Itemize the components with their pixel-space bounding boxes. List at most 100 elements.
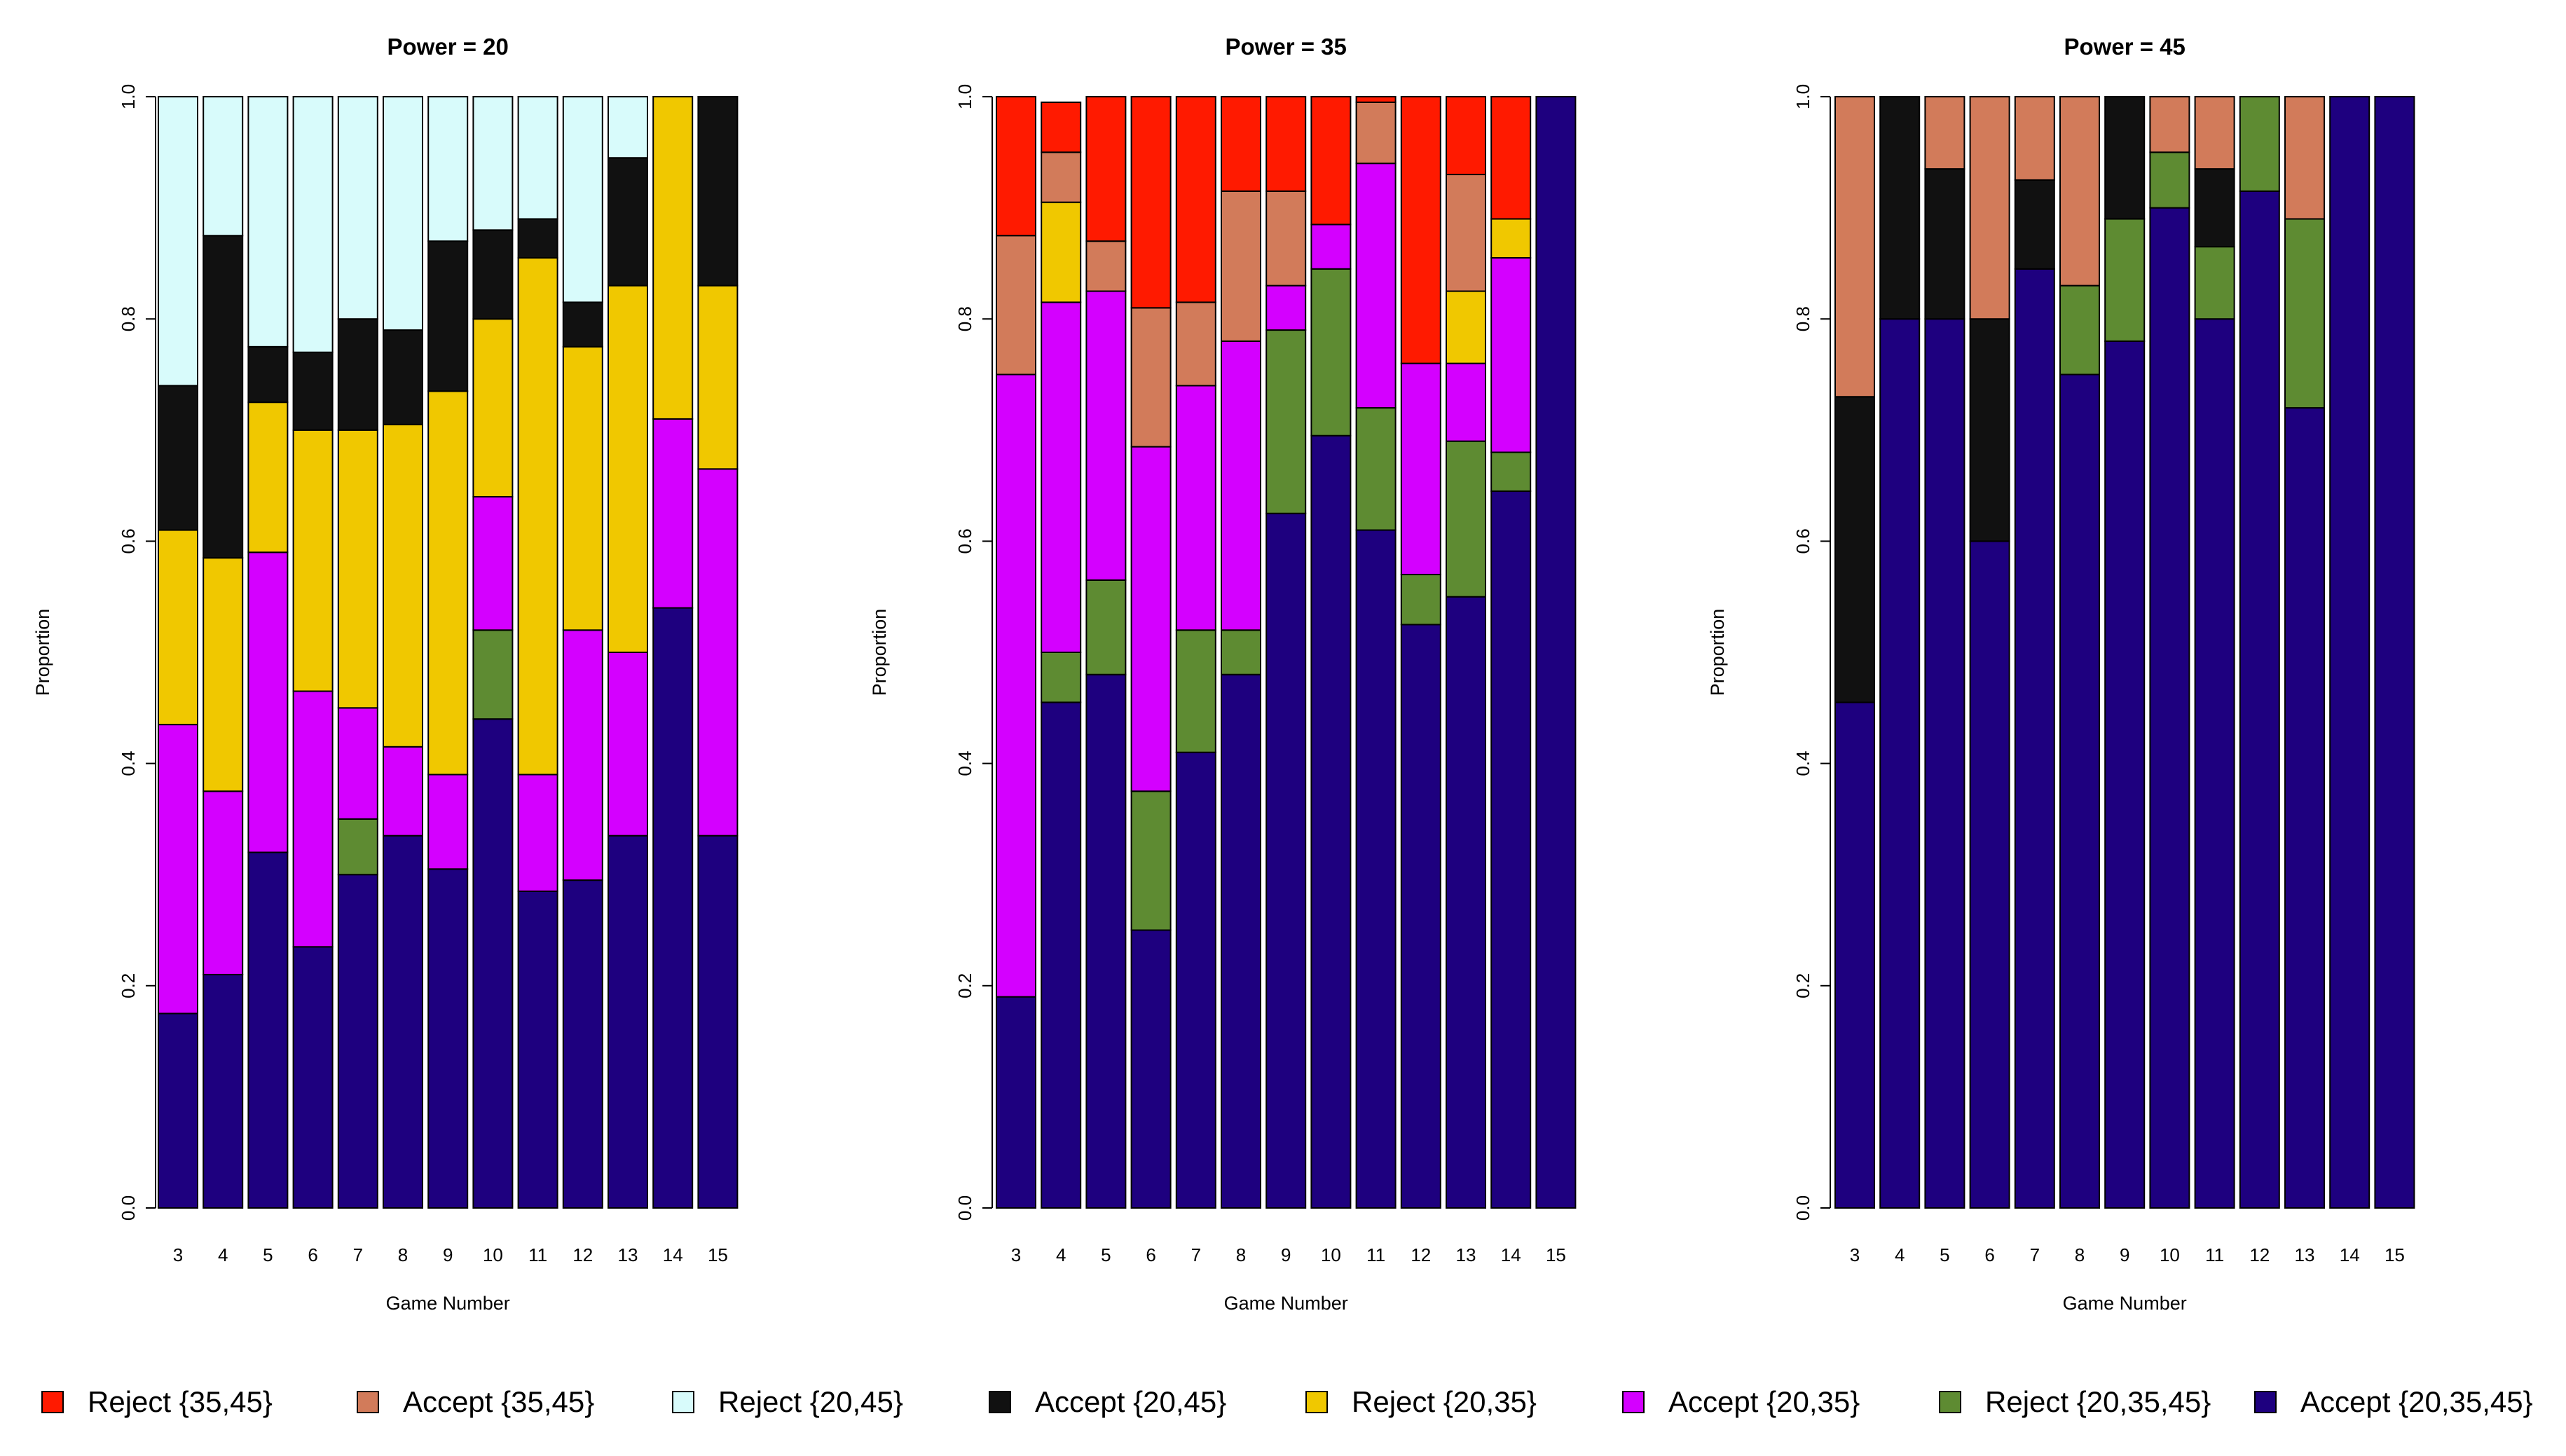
bar-segment-accept-20-35-game-9: [1265, 284, 1307, 331]
bar-segment-reject-20-35-45-game-12: [2239, 96, 2280, 192]
legend-item: Reject {20,35}: [1305, 1385, 1537, 1418]
y-tick-label: 0.0: [1792, 1195, 1813, 1221]
legend-swatch: [1305, 1391, 1328, 1413]
bar-segment-accept-20-35-45-game-10: [1310, 434, 1352, 1209]
x-tick-label: 4: [218, 1244, 228, 1265]
bar-segment-reject-20-35-game-10: [472, 318, 514, 497]
x-tick-label: 7: [1191, 1244, 1201, 1265]
legend-swatch: [41, 1391, 64, 1413]
bar-segment-accept-20-35-game-8: [383, 746, 423, 837]
bar-segment-accept-20-35-45-game-9: [1265, 512, 1307, 1209]
x-tick-label: 15: [1546, 1244, 1566, 1265]
bar-segment-accept-20-45-game-9: [427, 240, 469, 392]
x-axis-label: Game Number: [1224, 1293, 1348, 1314]
bar-segment-accept-20-35-45-game-12: [1400, 624, 1441, 1209]
x-tick-label: 10: [2160, 1244, 2180, 1265]
chart-title: Power = 45: [2064, 34, 2186, 60]
bars: [996, 96, 1577, 1209]
bar-segment-accept-20-45-game-6: [1969, 318, 2010, 542]
bar-segment-accept-20-35-game-11: [1355, 163, 1397, 409]
legend-label: Reject {20,45}: [718, 1385, 903, 1418]
bar-segment-accept-20-35-45-game-13: [1446, 596, 1486, 1209]
bar-segment-reject-20-35-game-15: [697, 284, 739, 470]
bar-segment-accept-20-35-45-game-14: [2329, 96, 2371, 1209]
y-axis-label: Proportion: [1707, 609, 1728, 696]
bar-segment-reject-20-35-45-game-7: [337, 818, 378, 876]
bar-segment-accept-20-45-game-7: [337, 318, 378, 431]
legend-item: Reject {20,35,45}: [1939, 1385, 2211, 1418]
bar-segment-accept-20-35-45-game-10: [472, 718, 514, 1209]
bar-segment-accept-20-35-game-12: [562, 629, 603, 881]
bar-segment-accept-35-45-game-4: [1041, 151, 1082, 203]
bar-segment-reject-20-45-game-12: [562, 96, 603, 303]
x-tick-label: 3: [173, 1244, 183, 1265]
bar-segment-accept-20-45-game-11: [2194, 168, 2235, 248]
bar-segment-accept-20-35-game-14: [652, 418, 694, 609]
bar-segment-accept-20-35-game-7: [1175, 385, 1216, 631]
bar-segment-accept-20-35-45-game-11: [2194, 318, 2235, 1209]
legend-label: Accept {20,35}: [1668, 1385, 1860, 1418]
bar-segment-accept-20-35-45-game-15: [2374, 96, 2415, 1209]
bar-segment-reject-20-35-game-12: [562, 345, 603, 631]
bar-segment-accept-20-35-45-game-4: [1879, 318, 1921, 1209]
bar-segment-accept-35-45-game-7: [1175, 301, 1216, 387]
y-tick-label: 1.0: [954, 84, 975, 109]
bar-segment-accept-35-45-game-3: [996, 235, 1036, 376]
y-tick-label: 0.2: [1792, 973, 1813, 998]
bar-segment-reject-20-35-45-game-9: [2104, 218, 2146, 342]
x-tick-label: 3: [1011, 1244, 1021, 1265]
bar-segment-reject-20-35-45-game-13: [1446, 440, 1486, 598]
bar-segment-accept-20-45-game-15: [697, 96, 739, 287]
bar-segment-reject-35-45-game-3: [996, 96, 1036, 237]
bar-segment-reject-20-35-45-game-11: [2194, 246, 2235, 320]
x-tick-label: 12: [1411, 1244, 1431, 1265]
bar-segment-accept-35-45-game-8: [1221, 190, 1261, 342]
bar-segment-reject-20-35-45-game-10: [472, 629, 514, 720]
bar-segment-accept-20-45-game-11: [517, 218, 558, 259]
bar-segment-reject-20-35-game-14: [652, 96, 694, 420]
bar-segment-accept-35-45-game-13: [1446, 174, 1486, 292]
bar-segment-reject-20-35-game-14: [1490, 218, 1532, 259]
x-tick-label: 13: [1456, 1244, 1476, 1265]
bar-segment-reject-20-35-45-game-7: [1175, 629, 1216, 753]
bar-segment-reject-20-45-game-4: [203, 96, 244, 237]
bar-segment-accept-20-45-game-7: [2014, 179, 2055, 270]
legend-swatch: [2254, 1391, 2277, 1413]
bar-segment-reject-20-35-45-game-14: [1490, 451, 1532, 493]
bar-segment-reject-35-45-game-12: [1400, 96, 1441, 364]
bar-segment-accept-20-45-game-8: [383, 329, 423, 425]
bar-segment-reject-20-35-45-game-4: [1041, 652, 1082, 703]
y-axis-label: Proportion: [32, 609, 53, 696]
legend-item: Reject {35,45}: [41, 1385, 273, 1418]
y-tick-label: 0.8: [954, 306, 975, 331]
legend-item: Accept {35,45}: [357, 1385, 594, 1418]
x-tick-label: 3: [1850, 1244, 1860, 1265]
bar-segment-accept-20-35-45-game-6: [1130, 929, 1172, 1209]
legend-item: Accept {20,35}: [1622, 1385, 1860, 1418]
x-tick-label: 6: [308, 1244, 317, 1265]
bar-segment-accept-20-35-game-12: [1400, 362, 1441, 575]
x-tick-label: 4: [1056, 1244, 1066, 1265]
bar-segment-accept-20-35-45-game-13: [608, 835, 648, 1209]
bar-segment-reject-20-45-game-5: [247, 96, 289, 348]
legend: Reject {35,45} Accept {35,45} Reject {20,4…: [41, 1385, 2533, 1418]
bar-segment-accept-20-35-game-14: [1490, 256, 1532, 453]
legend-label: Reject {20,35,45}: [1985, 1385, 2211, 1418]
bar-segment-accept-20-35-45-game-7: [337, 874, 378, 1209]
y-axis-label: Proportion: [869, 609, 890, 696]
x-tick-label: 14: [2340, 1244, 2360, 1265]
bar-segment-reject-20-35-45-game-10: [2149, 151, 2190, 209]
bar-segment-accept-20-35-45-game-4: [203, 973, 244, 1209]
bar-segment-accept-35-45-game-11: [1355, 101, 1397, 165]
x-axis-label: Game Number: [2063, 1293, 2187, 1314]
bar-segment-accept-35-45-game-5: [1085, 240, 1127, 292]
bar-segment-accept-20-35-45-game-13: [2284, 407, 2325, 1209]
y-tick-label: 1.0: [118, 84, 139, 109]
bar-segment-reject-35-45-game-10: [1310, 96, 1352, 226]
bar-segment-reject-20-45-game-11: [517, 96, 558, 220]
bar-segment-reject-20-35-game-4: [1041, 201, 1082, 303]
y-tick-label: 0.2: [954, 973, 975, 998]
bar-segment-reject-20-35-game-13: [1446, 290, 1486, 364]
bar-segment-accept-20-35-game-6: [1130, 446, 1172, 792]
bar-segment-accept-35-45-game-5: [1924, 96, 1965, 170]
